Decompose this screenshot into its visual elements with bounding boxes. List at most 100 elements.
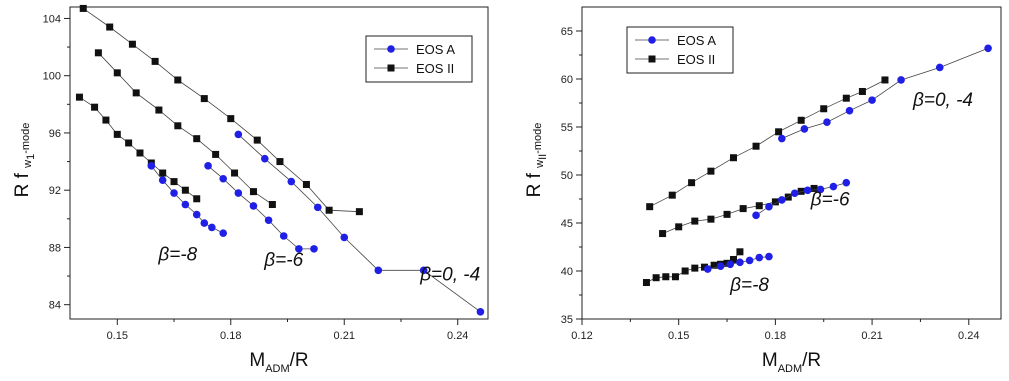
data-point (745, 256, 754, 265)
series-line (82, 8, 360, 213)
data-point (736, 258, 744, 267)
plot-frame (69, 6, 489, 320)
data-point (688, 179, 696, 187)
data-point (784, 193, 792, 201)
data-point (642, 279, 650, 287)
data-point (106, 23, 114, 31)
data-point (113, 69, 121, 77)
data-point (287, 177, 296, 186)
legend: EOS A EOS II (626, 26, 734, 74)
data-point (729, 154, 737, 162)
data-point (842, 178, 851, 187)
data-point (102, 116, 110, 124)
legend-label: EOS II (677, 52, 715, 67)
data-point (476, 308, 485, 316)
data-point (881, 76, 889, 84)
data-point (829, 182, 838, 191)
data-point (775, 128, 783, 136)
data-point (419, 266, 428, 275)
data-point (181, 186, 189, 194)
beta-annotation: β=0, -4 (419, 264, 480, 285)
data-point (325, 206, 333, 214)
data-point (374, 266, 383, 275)
data-point (662, 273, 670, 281)
data-point (113, 130, 121, 138)
series-eos-a (204, 162, 318, 253)
x-axis-title: MADM/R (249, 350, 308, 375)
data-point (79, 4, 87, 12)
data-point (823, 118, 831, 126)
data-point (984, 44, 992, 53)
data-point (816, 185, 825, 194)
data-point (810, 184, 818, 192)
data-point (231, 169, 239, 177)
data-point (249, 202, 258, 210)
y-tick-label: 88 (49, 242, 61, 254)
data-point (797, 116, 805, 124)
data-point (302, 180, 310, 188)
data-point (219, 174, 228, 183)
data-point (174, 122, 182, 130)
data-point (935, 63, 944, 72)
data-point (94, 49, 102, 57)
data-point (729, 255, 737, 263)
data-point (234, 130, 243, 139)
data-point (752, 211, 760, 220)
data-point (845, 106, 854, 115)
beta-annotation: β=-8 (729, 275, 769, 296)
y-tick-label: 104 (43, 13, 61, 25)
series-eos-ii (75, 93, 201, 203)
data-point (159, 169, 167, 177)
data-point (192, 210, 201, 219)
beta-annotation: β=0, -4 (912, 90, 973, 111)
y-tick-label: 60 (561, 74, 573, 86)
x-tick-label: 0.18 (220, 330, 241, 342)
data-point (800, 125, 809, 133)
data-point (858, 87, 866, 95)
y-tick-label: 45 (561, 218, 573, 230)
x-tick-label: 0.18 (765, 330, 786, 342)
y-axis-title: R f w1-mode (12, 123, 37, 198)
data-point (219, 229, 228, 237)
y-tick-label: 84 (49, 300, 61, 312)
data-point (151, 57, 159, 65)
series-eos-a (703, 252, 773, 273)
data-point (739, 205, 747, 213)
plot-frame (581, 6, 1002, 320)
legend-box (626, 26, 734, 74)
data-point (778, 134, 786, 143)
data-point (652, 274, 660, 282)
data-point (790, 189, 799, 198)
chart-panel-right: 0.12 0.15 0.18 0.21 0.24 35 40 45 50 55 60 65 MADM/R… (524, 6, 1002, 375)
data-point (755, 253, 764, 262)
data-point (797, 187, 805, 195)
data-point (200, 95, 208, 103)
series-eos-a (778, 44, 992, 143)
y-tick-label: 96 (49, 128, 61, 140)
series-eos-a (752, 178, 851, 220)
legend-box (365, 35, 473, 83)
y-tick-label: 92 (49, 185, 61, 197)
data-point (147, 162, 156, 170)
data-point (681, 267, 689, 275)
data-point (193, 195, 201, 203)
data-point (675, 223, 683, 231)
data-point (707, 167, 715, 175)
data-point (249, 188, 257, 196)
y-axis-title: R f wII-mode (524, 123, 549, 198)
x-tick-label: 0.21 (861, 330, 882, 342)
data-point (340, 233, 349, 242)
series-eos-ii (79, 4, 363, 216)
data-point (181, 200, 190, 209)
data-point (268, 201, 276, 209)
y-tick-label: 50 (561, 170, 573, 182)
y-tick-label: 65 (561, 26, 573, 38)
data-point (253, 136, 261, 144)
data-point (726, 260, 735, 269)
data-point (212, 150, 220, 158)
data-point (279, 232, 288, 240)
data-point (125, 139, 133, 147)
data-point (752, 142, 760, 150)
